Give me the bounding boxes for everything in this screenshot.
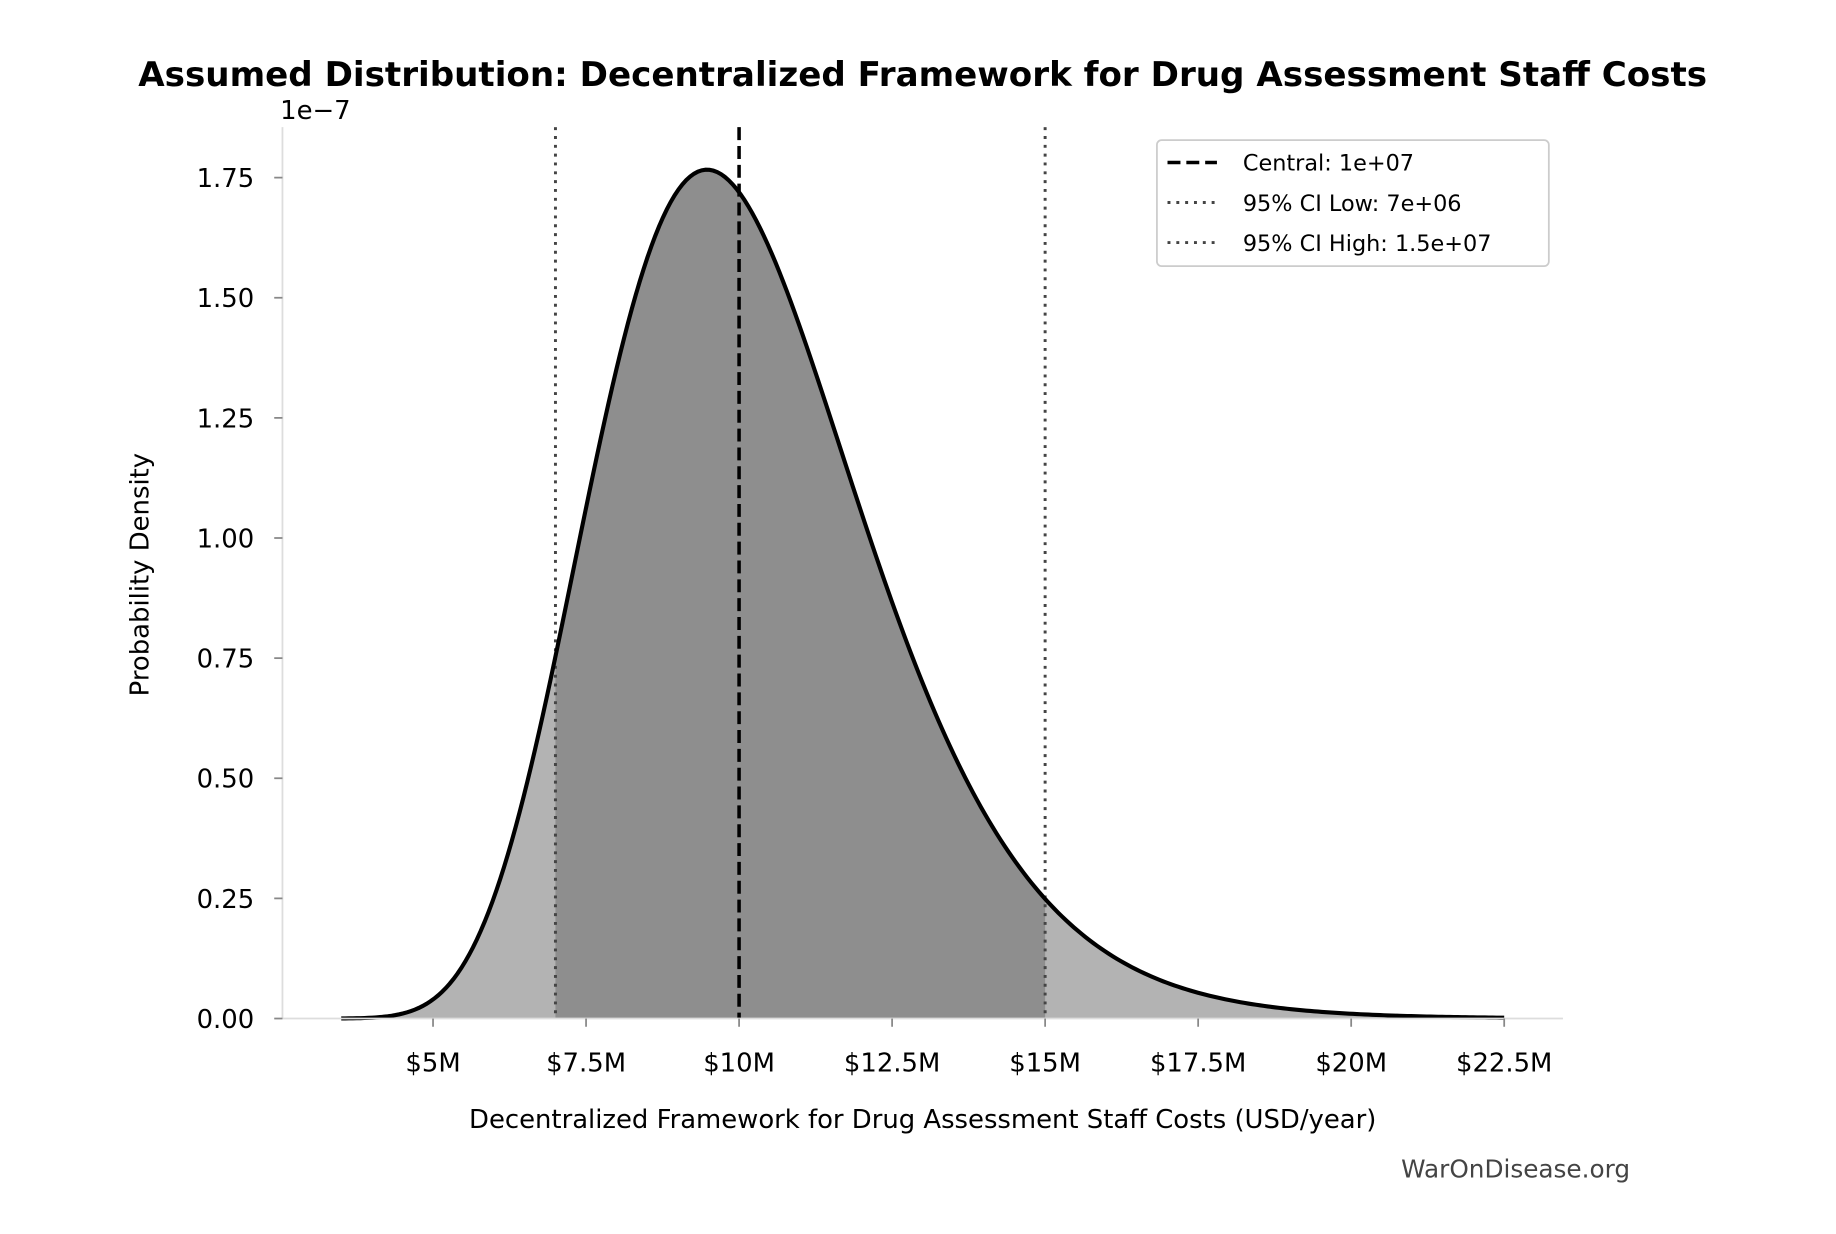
y-tick-label: 1.50 xyxy=(197,284,255,314)
watermark: WarOnDisease.org xyxy=(1401,1154,1630,1183)
y-offset-label: 1e−7 xyxy=(280,96,351,126)
legend-ci-high-label: 95% CI High: 1.5e+07 xyxy=(1243,231,1492,257)
x-tick-label: $15M xyxy=(1009,1049,1081,1079)
y-tick-label: 0.00 xyxy=(197,1005,255,1035)
x-tick-label: $20M xyxy=(1315,1049,1387,1079)
x-axis-label: Decentralized Framework for Drug Assessm… xyxy=(469,1105,1376,1135)
density-curve xyxy=(341,167,1505,1021)
x-tick-label: $12.5M xyxy=(844,1049,940,1079)
x-tick-label: $22.5M xyxy=(1456,1049,1552,1079)
y-tick-label: 1.00 xyxy=(197,524,255,554)
x-tick-label: $10M xyxy=(703,1049,775,1079)
y-tick-label: 1.75 xyxy=(197,164,255,194)
x-tick-label: $17.5M xyxy=(1150,1049,1246,1079)
legend-central-label: Central: 1e+07 xyxy=(1243,151,1414,177)
x-tick-label: $7.5M xyxy=(546,1049,626,1079)
y-tick-label: 0.25 xyxy=(197,885,255,915)
legend-box xyxy=(1156,139,1550,267)
y-tick-label: 0.75 xyxy=(197,645,255,675)
ci-fill-area xyxy=(555,169,1046,1019)
legend: Central: 1e+07 95% CI Low: 7e+06 95% CI … xyxy=(1156,139,1550,267)
x-tick-label: $5M xyxy=(405,1049,460,1079)
y-axis-label: Probability Density xyxy=(125,453,155,696)
chart-title: Assumed Distribution: Decentralized Fram… xyxy=(138,55,1707,95)
legend-ci-low-label: 95% CI Low: 7e+06 xyxy=(1243,191,1462,217)
y-tick-label: 1.25 xyxy=(197,404,255,434)
y-tick-label: 0.50 xyxy=(197,765,255,795)
